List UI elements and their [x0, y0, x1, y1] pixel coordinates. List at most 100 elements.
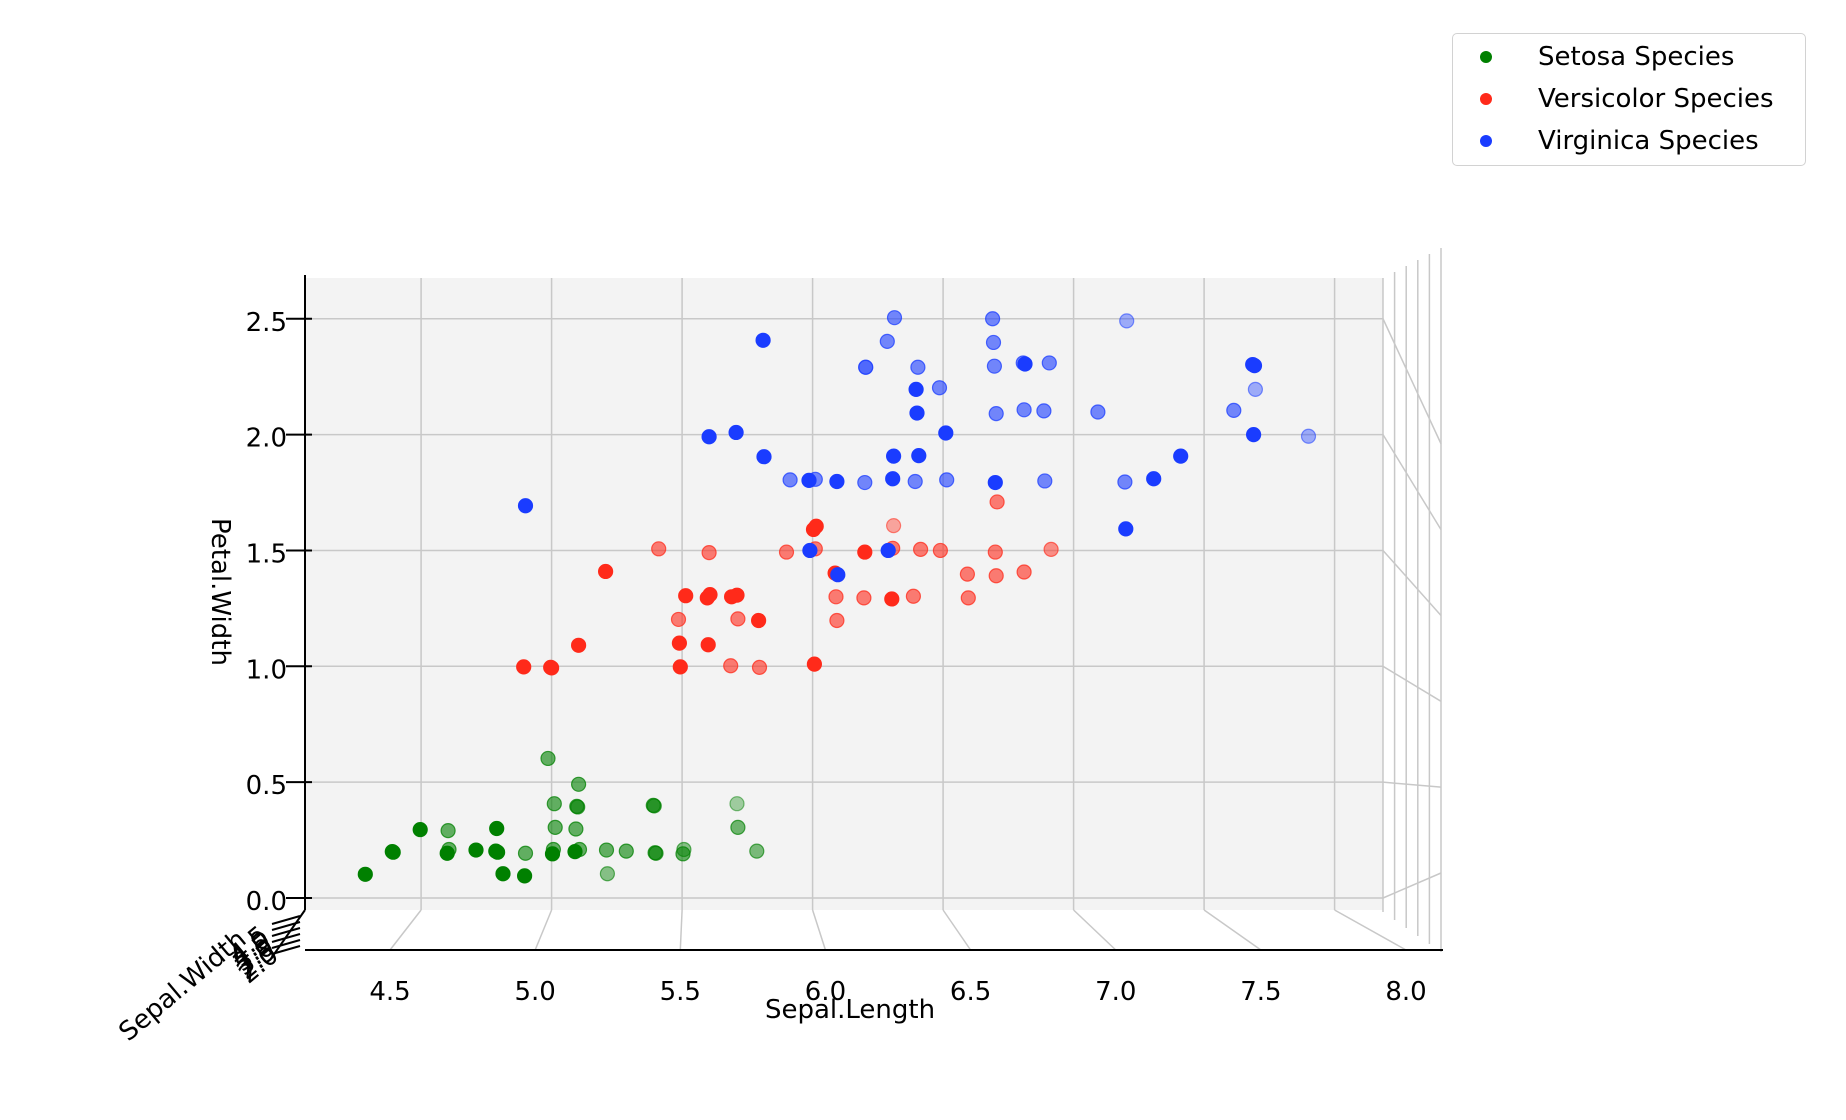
data-point — [751, 659, 768, 675]
y-tick-label: 0.5 — [246, 771, 287, 801]
data-point — [987, 544, 1003, 560]
data-point — [516, 868, 533, 884]
data-point — [909, 405, 925, 421]
legend-label-setosa: Setosa Species — [1538, 42, 1735, 72]
data-point — [830, 567, 846, 583]
data-point — [546, 796, 562, 812]
data-point — [568, 821, 584, 837]
data-point — [939, 472, 955, 488]
y-tick-label: 2.5 — [246, 308, 287, 338]
data-point — [884, 591, 900, 607]
data-point — [932, 542, 949, 559]
legend-label-virginica: Virginica Species — [1538, 126, 1759, 156]
data-point — [490, 844, 506, 860]
x-tick-label: 7.5 — [1240, 977, 1281, 1007]
data-point — [545, 841, 562, 858]
y-axis-ticks: 0.0 0.5 1.0 1.5 2.0 2.5 — [246, 308, 312, 917]
data-point — [1041, 355, 1057, 371]
data-point — [880, 542, 896, 559]
legend-label-versicolor: Versicolor Species — [1538, 84, 1774, 114]
x-tick-label: 6.0 — [805, 977, 846, 1007]
x-floor-grid-line — [1203, 909, 1262, 951]
y-axis-label: Petal.Width — [205, 518, 235, 666]
data-point — [1119, 313, 1135, 329]
data-point — [885, 448, 902, 464]
data-point — [547, 819, 563, 836]
data-point — [730, 819, 746, 836]
legend-marker-virginica — [1480, 135, 1492, 147]
data-point — [412, 821, 428, 838]
y-side-grid-line — [1382, 549, 1442, 616]
data-point — [599, 866, 616, 882]
data-point — [676, 841, 692, 858]
data-point — [723, 658, 739, 674]
data-point — [570, 776, 587, 792]
data-point — [987, 474, 1003, 491]
y-side-grid-line — [1382, 434, 1442, 530]
data-point — [489, 820, 505, 837]
data-point — [648, 845, 664, 861]
data-point — [1016, 402, 1032, 418]
data-point — [1016, 564, 1032, 580]
data-point — [678, 588, 694, 604]
data-point — [729, 796, 745, 812]
back-pane — [305, 278, 1383, 910]
z-axis-line — [269, 909, 306, 961]
data-point — [543, 660, 560, 676]
x-tick-label: 5.0 — [514, 977, 555, 1007]
x-tick-label: 7.0 — [1095, 977, 1136, 1007]
data-point — [672, 659, 688, 675]
data-point — [671, 635, 688, 651]
z-tick-mark — [271, 933, 301, 943]
data-point — [540, 750, 556, 767]
data-point — [516, 659, 532, 675]
x-axis-label: Sepal.Length — [765, 995, 935, 1025]
z-axis-label: Sepal.Width — [113, 924, 252, 1047]
data-point — [857, 474, 873, 491]
data-point — [495, 866, 511, 882]
data-point — [385, 844, 401, 860]
data-point — [723, 589, 740, 605]
x-floor-grid-line — [1073, 909, 1117, 951]
data-point — [989, 494, 1005, 510]
data-point — [960, 590, 976, 606]
data-point — [1118, 521, 1134, 537]
x-floor-grid-line — [1334, 909, 1407, 951]
legend-item-setosa: Setosa Species — [1453, 40, 1805, 74]
x-floor-grid-line — [534, 909, 553, 951]
data-point — [702, 587, 718, 603]
data-point — [756, 449, 772, 465]
x-tick-label: 4.5 — [369, 977, 410, 1007]
x-axis-ticks: 4.5 5.0 5.5 6.0 6.5 7.0 7.5 8.0 — [369, 977, 1426, 1007]
data-point — [468, 842, 484, 858]
data-point — [857, 544, 873, 560]
data-point — [700, 637, 716, 653]
data-point — [670, 611, 687, 628]
data-point — [517, 498, 534, 514]
data-point — [910, 359, 926, 375]
data-point — [1247, 381, 1264, 397]
data-points — [357, 310, 1317, 884]
data-point — [856, 590, 872, 606]
data-point — [931, 380, 948, 396]
data-point — [755, 332, 771, 348]
x-floor-grid-line — [942, 909, 972, 951]
data-point — [829, 473, 845, 490]
legend: Setosa Species Versicolor Species Virgin… — [1452, 33, 1806, 166]
data-point — [828, 589, 844, 605]
data-point — [1036, 403, 1052, 419]
z-tick-mark — [271, 915, 301, 925]
y-side-grid-line — [1382, 781, 1442, 788]
data-point — [829, 612, 845, 629]
data-point — [907, 473, 923, 490]
y-tick-label: 2.0 — [246, 424, 287, 454]
x-tick-label: 5.5 — [660, 977, 701, 1007]
data-point — [808, 518, 824, 534]
data-point — [908, 381, 924, 397]
data-point — [1117, 474, 1133, 490]
y-tick-label: 1.0 — [246, 655, 287, 685]
data-point — [730, 611, 746, 627]
data-point — [1090, 404, 1106, 420]
data-point — [988, 405, 1004, 422]
